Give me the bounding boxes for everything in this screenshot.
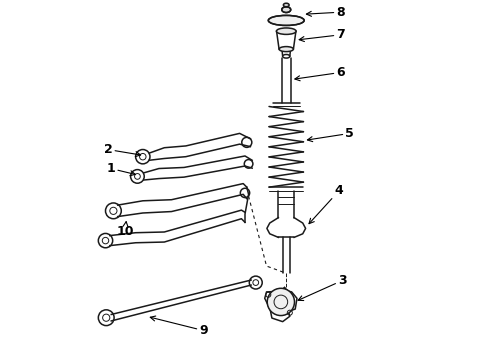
Ellipse shape	[279, 46, 294, 51]
Text: 4: 4	[309, 184, 343, 224]
Ellipse shape	[276, 28, 296, 35]
Text: 2: 2	[103, 143, 141, 157]
Text: 10: 10	[116, 222, 134, 238]
Text: 6: 6	[295, 66, 345, 81]
Circle shape	[267, 288, 294, 316]
Ellipse shape	[269, 15, 304, 26]
Text: 3: 3	[298, 274, 347, 301]
Ellipse shape	[283, 3, 289, 7]
Text: 9: 9	[150, 316, 208, 337]
Text: 8: 8	[306, 6, 345, 19]
Text: 7: 7	[299, 28, 345, 41]
Text: 5: 5	[307, 127, 354, 141]
Ellipse shape	[283, 54, 290, 58]
Ellipse shape	[282, 7, 291, 13]
Text: 1: 1	[106, 162, 135, 176]
